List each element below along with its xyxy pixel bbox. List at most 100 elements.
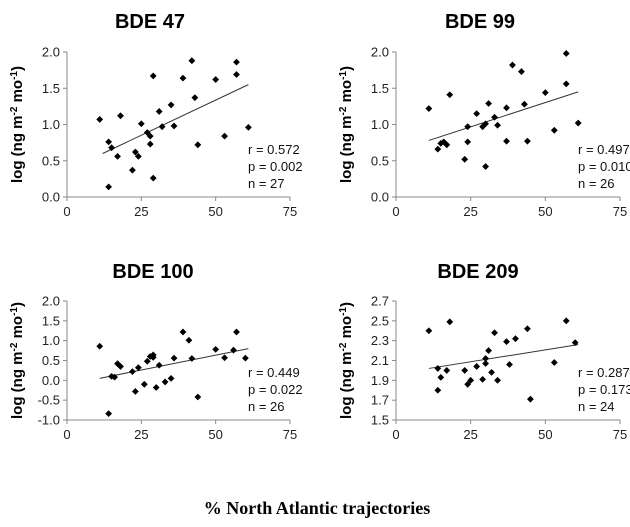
x-tick-label: 25 <box>463 427 477 442</box>
y-tick-label: 2.0 <box>371 45 389 60</box>
data-point <box>434 386 442 394</box>
data-point <box>194 141 202 149</box>
y-tick-label: 0.5 <box>42 153 60 168</box>
y-tick-label: -0.5 <box>38 393 60 408</box>
data-point <box>494 121 501 129</box>
data-point <box>167 101 175 109</box>
y-tick-label: 0.5 <box>42 353 60 368</box>
data-point <box>527 395 534 403</box>
data-point <box>194 393 202 401</box>
y-tick-label: 2.3 <box>371 333 389 348</box>
data-point <box>242 354 249 362</box>
data-point <box>446 318 454 326</box>
data-point <box>461 155 469 163</box>
stat-n: n = 26 <box>248 399 285 414</box>
data-point <box>143 357 151 365</box>
data-point <box>503 104 510 112</box>
data-point <box>105 410 113 418</box>
data-point <box>152 384 160 391</box>
data-point <box>212 76 220 83</box>
data-point <box>464 123 472 131</box>
y-tick-label: 1.5 <box>371 81 389 96</box>
data-point <box>518 68 525 75</box>
y-axis-label: log (ng m-2 mo-1) <box>338 302 356 419</box>
data-point <box>134 364 142 372</box>
data-point <box>485 100 492 107</box>
data-point <box>105 138 113 146</box>
data-point <box>233 71 240 78</box>
data-point <box>134 153 142 160</box>
data-point <box>485 347 492 354</box>
stat-r: r = 0.449 <box>248 365 300 380</box>
data-point <box>482 120 489 128</box>
data-point <box>562 50 570 57</box>
data-point <box>108 144 115 152</box>
data-point <box>446 91 454 99</box>
y-tick-label: 0.0 <box>42 190 60 205</box>
data-point <box>117 112 124 120</box>
data-point <box>185 336 193 344</box>
data-point <box>425 105 433 112</box>
chart-panel: BDE 99 0.0 0.5 1.0 1.5 2.0 0 25 50 75 log (ng m-2 … <box>338 11 630 219</box>
data-point <box>550 359 558 366</box>
data-point <box>129 166 136 174</box>
data-point <box>425 327 433 335</box>
data-point <box>494 376 501 384</box>
data-point <box>158 123 166 131</box>
data-point <box>111 373 118 381</box>
data-point <box>146 353 154 360</box>
data-point <box>137 120 145 128</box>
y-tick-label: 1.0 <box>42 333 60 348</box>
panels: BDE 47 0.0 0.5 1.0 1.5 2.0 0 25 50 75 log (ng m-2 … <box>9 11 630 442</box>
data-point <box>188 355 196 362</box>
data-point <box>230 346 237 354</box>
stat-p: p = 0.002 <box>248 159 303 174</box>
data-point <box>149 174 157 182</box>
y-tick-label: 0.0 <box>371 190 389 205</box>
data-point <box>506 361 513 368</box>
data-point <box>571 339 579 347</box>
data-point <box>479 375 487 383</box>
x-tick-label: 75 <box>613 427 627 442</box>
data-point <box>434 365 442 372</box>
stat-n: n = 26 <box>578 176 615 191</box>
chart-panel: BDE 209 1.5 1.7 1.9 2.1 2.3 2.5 2.7 0 25 50 75 log (… <box>338 261 630 442</box>
data-point <box>131 148 139 156</box>
data-point <box>129 368 136 376</box>
data-point <box>464 380 472 388</box>
stat-p: p = 0.022 <box>248 382 303 397</box>
trend-line <box>428 91 579 141</box>
x-tick-label: 50 <box>538 204 552 219</box>
y-tick-label: 1.9 <box>371 373 389 388</box>
y-tick-label: 2.5 <box>371 313 389 328</box>
data-point <box>524 325 531 333</box>
data-point <box>188 57 196 65</box>
stat-r: r = 0.572 <box>248 142 300 157</box>
data-point <box>509 61 516 69</box>
data-point <box>149 72 157 80</box>
trend-line <box>99 348 249 379</box>
y-tick-label: 2.0 <box>42 294 60 309</box>
x-axis-label: % North Atlantic trajectories <box>204 498 430 518</box>
stat-p: p = 0.173 <box>578 382 630 397</box>
stat-r: r = 0.497 <box>578 142 630 157</box>
stat-n: n = 27 <box>248 176 285 191</box>
data-point <box>482 355 489 362</box>
data-point <box>221 132 228 140</box>
chart-panel: BDE 47 0.0 0.5 1.0 1.5 2.0 0 25 50 75 log (ng m-2 … <box>9 11 303 219</box>
data-point <box>179 74 187 82</box>
data-point <box>146 132 154 140</box>
x-tick-label: 25 <box>463 204 477 219</box>
data-point <box>146 140 154 148</box>
chart-title: BDE 100 <box>112 261 193 283</box>
data-point <box>473 363 481 370</box>
data-point <box>491 329 498 337</box>
data-point <box>131 388 139 395</box>
trend-line <box>428 344 579 369</box>
y-tick-label: 2.1 <box>371 353 389 368</box>
data-point <box>541 89 549 96</box>
data-point <box>482 163 489 170</box>
data-point <box>467 376 475 384</box>
data-point <box>521 100 528 108</box>
